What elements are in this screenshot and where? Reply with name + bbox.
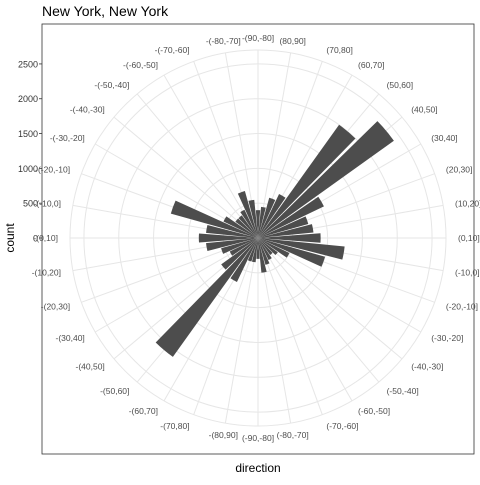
bar-wedge <box>237 191 258 238</box>
bar-wedge <box>258 121 394 238</box>
bar-wedge <box>235 218 258 238</box>
bar-wedge <box>258 238 273 255</box>
direction-label: -(-60,-50] <box>123 60 158 70</box>
bar-wedge <box>206 238 258 251</box>
direction-label: (0,10] <box>458 233 480 243</box>
bar-wedge <box>258 238 278 256</box>
bar-wedge <box>223 216 258 238</box>
direction-label: (30,40] <box>431 133 457 143</box>
direction-label: -(10,20] <box>32 268 61 278</box>
direction-label: (10,20] <box>455 198 480 208</box>
x-axis-label: direction <box>235 461 280 475</box>
y-tick-label: 1000 <box>18 164 38 174</box>
bar-wedge <box>170 200 258 238</box>
direction-label: (-90,-80] <box>242 433 274 443</box>
direction-label: (40,50] <box>411 104 437 114</box>
direction-label: -(-10,0] <box>34 198 61 208</box>
direction-label: -(-70,-60] <box>155 45 190 55</box>
direction-label: (-60,-50] <box>358 406 390 416</box>
bar-wedge <box>258 194 286 238</box>
direction-label: -(80,90] <box>209 430 238 440</box>
y-tick-label: 0 <box>33 234 38 244</box>
bar-wedge <box>258 233 321 243</box>
grid-spoke <box>136 93 259 239</box>
y-tick-layer: 0 500 1000 1500 2000 2500 <box>18 59 42 244</box>
direction-label: -(50,60] <box>100 386 129 396</box>
direction-label: (-80,-70] <box>277 430 309 440</box>
bar-wedge <box>258 238 326 267</box>
direction-label: -(60,70] <box>129 406 158 416</box>
grid-spoke <box>257 237 403 360</box>
bar-wedge <box>258 224 314 238</box>
direction-label: -(30,40] <box>56 333 85 343</box>
direction-label: (80,90] <box>279 36 305 46</box>
bar-wedge <box>198 233 258 243</box>
direction-label: -(-30,-20] <box>50 133 85 143</box>
direction-label: (-30,-20] <box>431 333 463 343</box>
direction-label: (50,60] <box>387 80 413 90</box>
bar-wedge <box>238 215 258 238</box>
grid-spoke <box>94 237 259 333</box>
direction-label: -(-40,-30] <box>70 104 105 114</box>
grid-spoke <box>163 74 259 239</box>
bar-wedge <box>258 124 356 238</box>
bar-wedge <box>251 238 258 263</box>
direction-label: (-40,-30] <box>411 362 443 372</box>
y-tick-label: 2000 <box>18 94 38 104</box>
direction-label-layer: (0,10] (10,20] (20,30] (30,40] (40,50] (50,60… <box>32 33 480 443</box>
direction-label: -(-20,-10] <box>35 165 70 175</box>
bar-layer <box>155 121 394 357</box>
direction-label: -(0,10] <box>33 233 58 243</box>
grid-spoke <box>224 237 259 424</box>
direction-label: -(90,-80] <box>242 33 274 43</box>
bar-wedge <box>258 238 270 265</box>
bar-wedge <box>256 238 260 259</box>
direction-label: (20,30] <box>446 165 472 175</box>
grid-spoke <box>257 237 380 383</box>
grid-spoke <box>257 52 292 239</box>
direction-label: (70,80] <box>326 45 352 55</box>
grid-spoke <box>257 237 323 415</box>
bar-wedge <box>258 206 266 238</box>
bar-wedge <box>255 210 261 238</box>
bar-wedge <box>258 196 324 238</box>
chart-title: New York, New York <box>42 3 169 19</box>
bar-wedge <box>247 238 258 262</box>
direction-label: (-20,-10] <box>446 301 478 311</box>
bar-wedge <box>229 238 258 256</box>
bar-wedge <box>258 238 345 260</box>
direction-label: -(-80,-70] <box>206 36 241 46</box>
bar-wedge <box>258 238 290 258</box>
bar-wedge <box>258 216 309 238</box>
bar-wedge <box>258 197 276 238</box>
grid-spoke <box>113 116 259 239</box>
direction-label: (60,70] <box>358 60 384 70</box>
bar-wedge <box>206 225 258 238</box>
direction-label: (-50,-40] <box>387 386 419 396</box>
grid-spoke <box>193 237 259 415</box>
direction-label: -(40,50] <box>76 362 105 372</box>
direction-label: -(20,30] <box>41 301 70 311</box>
bar-wedge <box>258 238 267 273</box>
bar-wedge <box>221 238 258 270</box>
bar-wedge <box>258 238 272 260</box>
y-axis-label: count <box>3 223 17 253</box>
bar-wedge <box>240 209 258 238</box>
direction-label: -(-50,-40] <box>94 80 129 90</box>
direction-label: -(70,80] <box>160 421 189 431</box>
direction-label: (-70,-60] <box>326 421 358 431</box>
bar-wedge <box>248 199 258 238</box>
bar-wedge <box>221 238 258 254</box>
y-tick-label: 2500 <box>18 59 38 69</box>
bar-wedge <box>155 238 258 357</box>
y-tick-label: 500 <box>23 199 38 209</box>
grid-spoke <box>257 237 353 402</box>
bar-wedge <box>230 238 258 282</box>
y-tick-label: 1500 <box>18 129 38 139</box>
direction-label: (-10,0] <box>455 268 480 278</box>
